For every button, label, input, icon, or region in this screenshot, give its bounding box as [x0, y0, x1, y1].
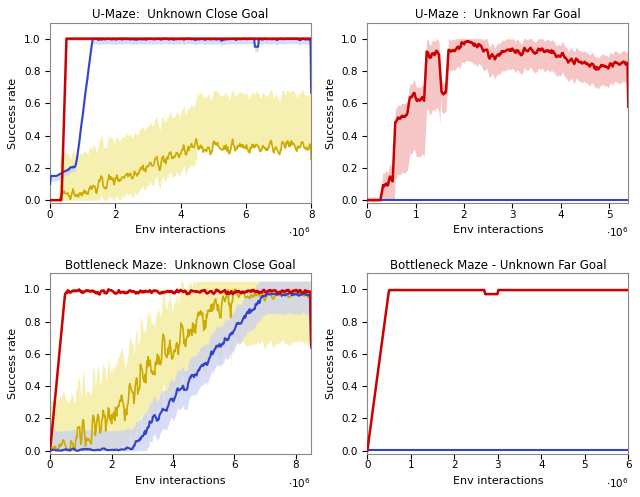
Text: $\cdot10^6$: $\cdot10^6$ [289, 225, 311, 239]
Y-axis label: Success rate: Success rate [8, 328, 19, 399]
Title: U-Maze:  Unknown Close Goal: U-Maze: Unknown Close Goal [92, 8, 269, 21]
X-axis label: Env interactions: Env interactions [136, 225, 226, 235]
Text: $\cdot10^6$: $\cdot10^6$ [605, 476, 628, 490]
Title: U-Maze :  Unknown Far Goal: U-Maze : Unknown Far Goal [415, 8, 580, 21]
X-axis label: Env interactions: Env interactions [452, 476, 543, 486]
Y-axis label: Success rate: Success rate [8, 78, 19, 149]
Text: $\cdot10^6$: $\cdot10^6$ [605, 225, 628, 239]
X-axis label: Env interactions: Env interactions [452, 225, 543, 235]
Title: Bottleneck Maze:  Unknown Close Goal: Bottleneck Maze: Unknown Close Goal [65, 259, 296, 272]
Y-axis label: Success rate: Success rate [326, 78, 335, 149]
Title: Bottleneck Maze - Unknown Far Goal: Bottleneck Maze - Unknown Far Goal [390, 259, 606, 272]
Text: $\cdot10^6$: $\cdot10^6$ [289, 476, 311, 490]
X-axis label: Env interactions: Env interactions [136, 476, 226, 486]
Y-axis label: Success rate: Success rate [326, 328, 335, 399]
